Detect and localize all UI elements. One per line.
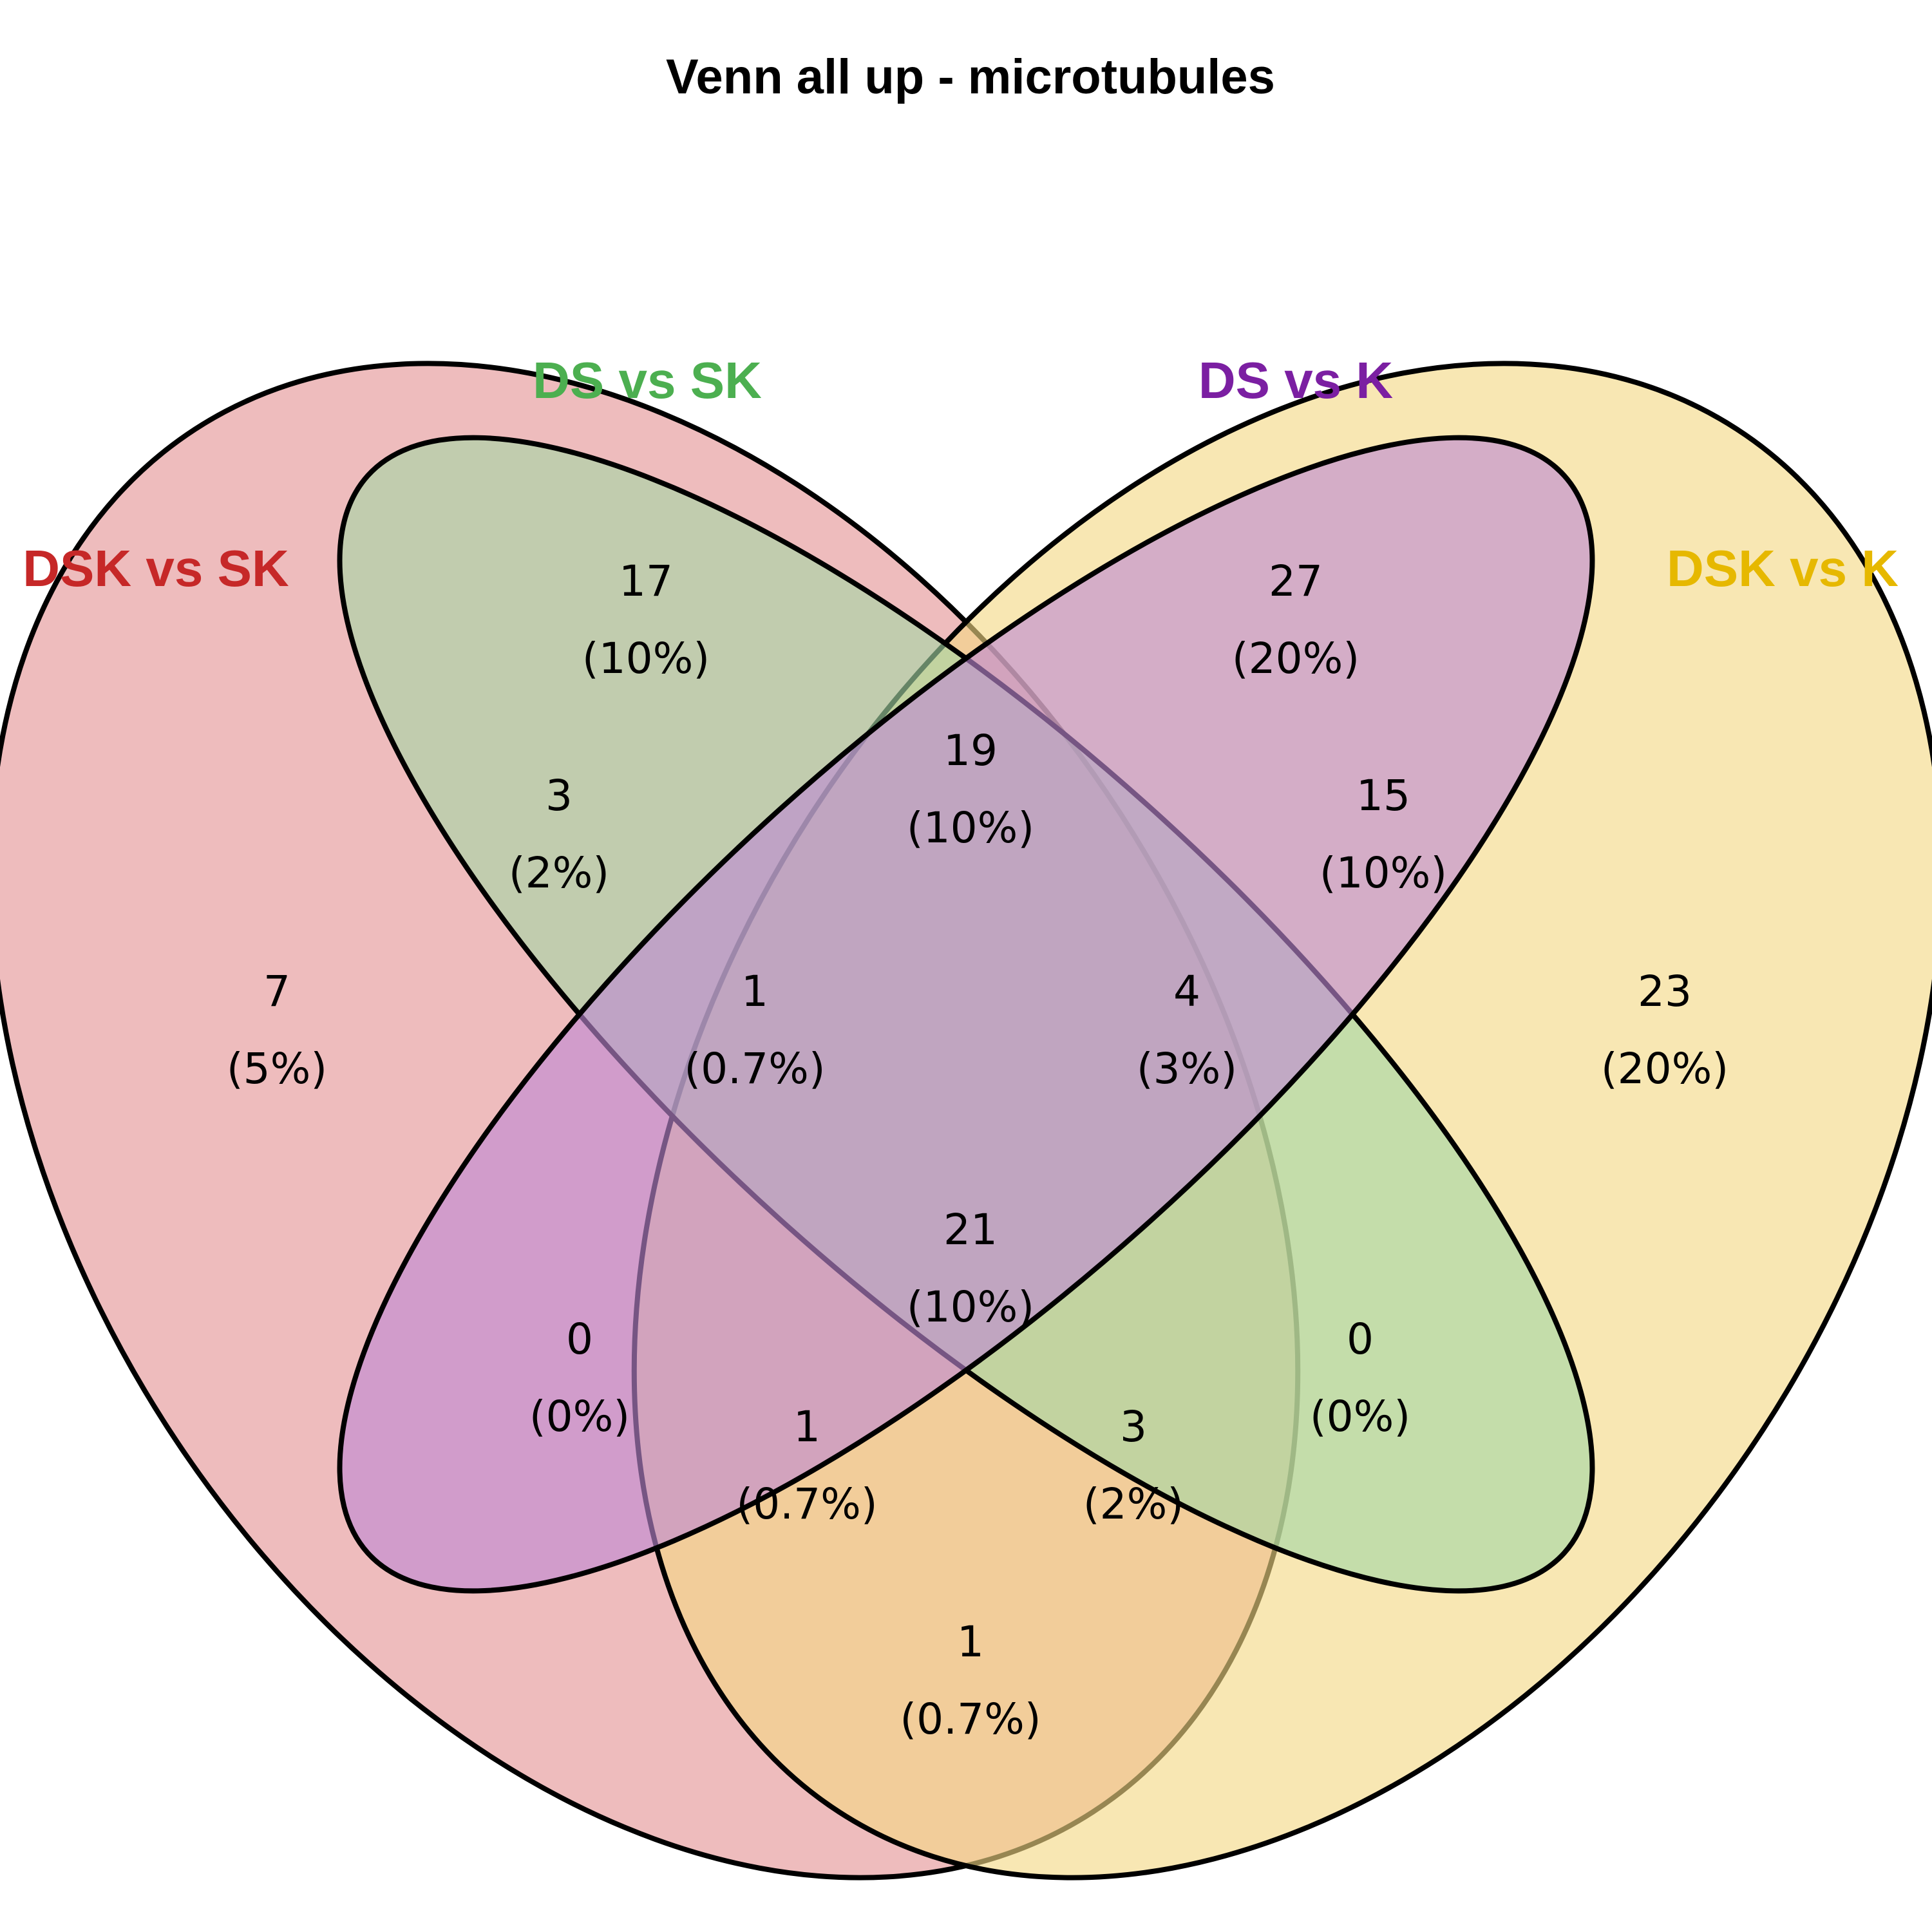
region-percent-bcd: (3%) (1137, 1044, 1237, 1094)
region-count-ad: 1 (957, 1617, 984, 1667)
region-count-bcd: 4 (1173, 967, 1200, 1016)
region-count-b-only: 17 (619, 556, 673, 606)
region-percent-abc: (0.7%) (684, 1044, 825, 1094)
region-count-ac: 0 (566, 1314, 593, 1364)
region-percent-bd: (0%) (1310, 1392, 1410, 1441)
region-percent-bc: (10%) (907, 803, 1034, 853)
region-count-a-only: 7 (263, 967, 290, 1016)
region-percent-abcd: (10%) (907, 1282, 1034, 1332)
region-percent-abd: (2%) (1083, 1479, 1184, 1529)
region-percent-c-only: (20%) (1232, 634, 1359, 683)
set-label-dsk-vs-k: DSK vs K (1667, 540, 1899, 597)
region-count-ab: 3 (545, 771, 573, 820)
region-count-abd: 3 (1120, 1402, 1147, 1452)
region-count-abcd: 21 (943, 1205, 998, 1255)
region-percent-ab: (2%) (509, 848, 609, 898)
region-labels: 7 (5%) 17 (10%) 27 (20%) 23 (20%) 3 (2%)… (227, 556, 1728, 1744)
region-count-bd: 0 (1347, 1314, 1374, 1364)
region-count-cd: 15 (1356, 771, 1410, 820)
region-percent-cd: (10%) (1320, 848, 1447, 898)
region-count-acd: 1 (793, 1402, 820, 1452)
set-ellipse-ds-vs-k (337, 435, 1595, 1594)
set-label-dsk-vs-sk: DSK vs SK (23, 540, 289, 597)
set-label-ds-vs-sk: DS vs SK (533, 352, 762, 409)
region-percent-a-only: (5%) (227, 1044, 327, 1094)
set-label-ds-vs-k: DS vs K (1198, 352, 1394, 409)
region-count-bc: 19 (943, 726, 998, 775)
region-count-abc: 1 (741, 967, 768, 1016)
region-percent-ac: (0%) (529, 1392, 630, 1441)
region-count-c-only: 27 (1269, 556, 1323, 606)
region-percent-acd: (0.7%) (736, 1479, 877, 1529)
region-count-d-only: 23 (1638, 967, 1692, 1016)
set-shapes (0, 361, 1932, 1880)
region-percent-d-only: (20%) (1601, 1044, 1728, 1094)
region-percent-b-only: (10%) (582, 634, 710, 683)
region-percent-ad: (0.7%) (900, 1694, 1041, 1744)
diagram-title: Venn all up - microtubules (666, 50, 1275, 104)
